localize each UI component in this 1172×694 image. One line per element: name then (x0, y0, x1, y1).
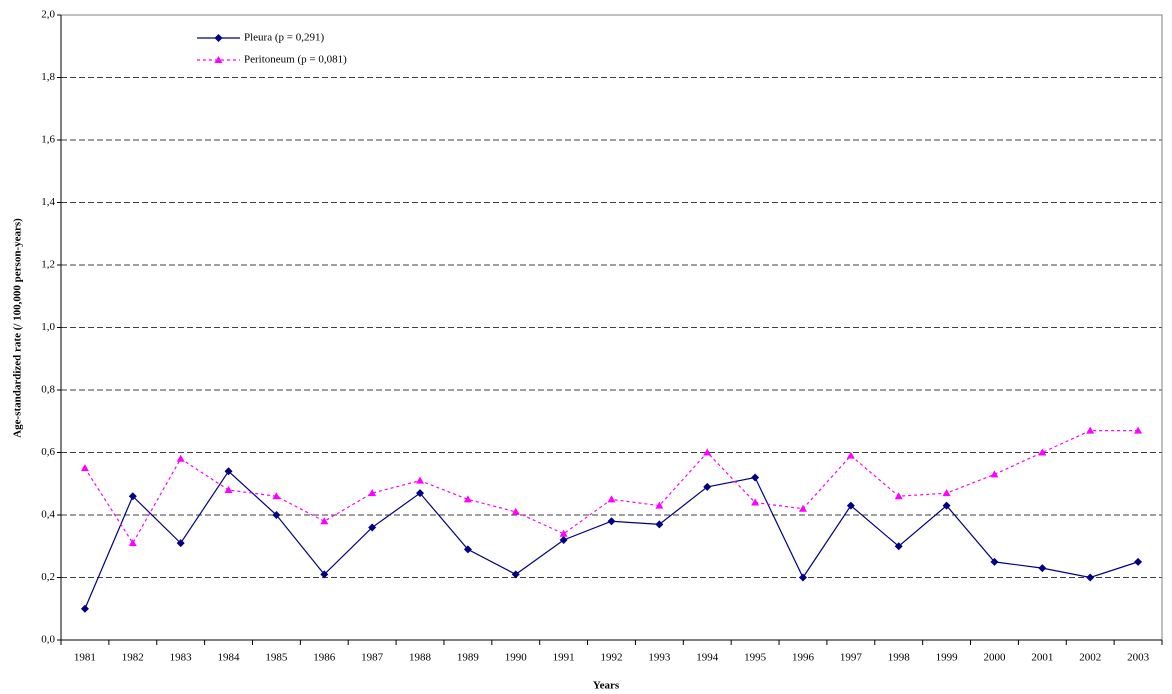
legend-label: Pleura (p = 0,291) (244, 32, 324, 44)
x-tick-label: 1999 (936, 652, 959, 664)
x-tick-label: 1995 (744, 652, 767, 664)
point (703, 482, 712, 491)
point (559, 536, 568, 544)
point (942, 489, 951, 497)
x-tick-label: 2002 (1079, 652, 1101, 664)
point (128, 539, 137, 547)
y-tick-label: 2,0 (41, 9, 55, 21)
point (798, 573, 807, 582)
x-tick-label: 1997 (840, 652, 863, 664)
point (559, 529, 568, 537)
point (224, 467, 233, 476)
point (655, 501, 664, 509)
point (176, 454, 185, 462)
point (607, 495, 616, 503)
x-tick-label: 1996 (792, 652, 815, 664)
point (894, 542, 903, 551)
point (1134, 426, 1143, 434)
x-axis-label: Years (593, 680, 620, 692)
x-tick-label: 1984 (218, 652, 241, 664)
point (320, 517, 329, 525)
point (176, 539, 185, 548)
point (272, 492, 281, 500)
series-line (84, 430, 1139, 545)
x-tick-label: 1981 (74, 652, 96, 664)
point (463, 495, 472, 503)
y-tick-label: 0,6 (41, 446, 55, 458)
point (942, 501, 951, 510)
x-tick-label: 2000 (983, 652, 1006, 664)
point (214, 34, 223, 42)
x-tick-label: 2001 (1031, 652, 1053, 664)
point (224, 486, 233, 493)
x-tick-label: 1990 (505, 652, 528, 664)
point (463, 545, 472, 554)
x-tick-label: 1985 (265, 652, 288, 664)
point (751, 473, 760, 482)
point (846, 501, 855, 510)
point (80, 604, 89, 613)
point (320, 570, 329, 579)
y-tick-label: 1,8 (41, 71, 55, 83)
point (751, 498, 760, 506)
x-tick-label: 1983 (170, 652, 193, 664)
x-tick-label: 1991 (553, 652, 575, 664)
x-tick-label: 1998 (888, 652, 911, 664)
x-tick-label: 1987 (361, 652, 384, 664)
x-tick-label: 1989 (457, 652, 480, 664)
y-tick-label: 1,6 (41, 134, 55, 146)
x-tick-label: 1982 (122, 652, 144, 664)
y-tick-label: 0,8 (41, 384, 55, 396)
x-tick-label: 1994 (696, 652, 719, 664)
point (1086, 573, 1095, 582)
point (511, 507, 520, 515)
point (846, 451, 855, 459)
x-tick-label: 1992 (601, 652, 623, 664)
y-tick-label: 0,4 (41, 509, 55, 521)
point (511, 570, 520, 579)
point (368, 489, 377, 497)
point (416, 489, 425, 498)
point (214, 56, 223, 63)
legend-label: Peritoneum (p = 0,081) (244, 54, 347, 66)
point (80, 464, 89, 472)
point (272, 511, 281, 519)
point (1086, 426, 1095, 434)
point (368, 523, 377, 532)
point (607, 517, 616, 526)
y-tick-label: 1,0 (41, 321, 55, 333)
y-tick-label: 0,2 (41, 571, 55, 583)
point (128, 492, 137, 501)
series-line (84, 470, 1139, 609)
x-tick-label: 1988 (409, 652, 432, 664)
point (894, 492, 903, 500)
x-tick-label: 1986 (313, 652, 336, 664)
y-axis-label: Age-standardized rate (/ 100,000 person-… (12, 218, 24, 438)
point (1038, 448, 1047, 456)
point (1038, 564, 1047, 573)
y-tick-label: 1,4 (41, 196, 55, 208)
point (798, 504, 807, 512)
point (990, 470, 999, 478)
point (655, 520, 664, 529)
point (703, 448, 712, 456)
y-tick-label: 1,2 (41, 259, 55, 271)
x-tick-label: 2003 (1127, 652, 1150, 664)
point (416, 476, 425, 484)
y-tick-label: 0,0 (41, 634, 55, 646)
point (990, 557, 999, 566)
x-tick-label: 1993 (648, 652, 671, 664)
point (1134, 557, 1143, 566)
